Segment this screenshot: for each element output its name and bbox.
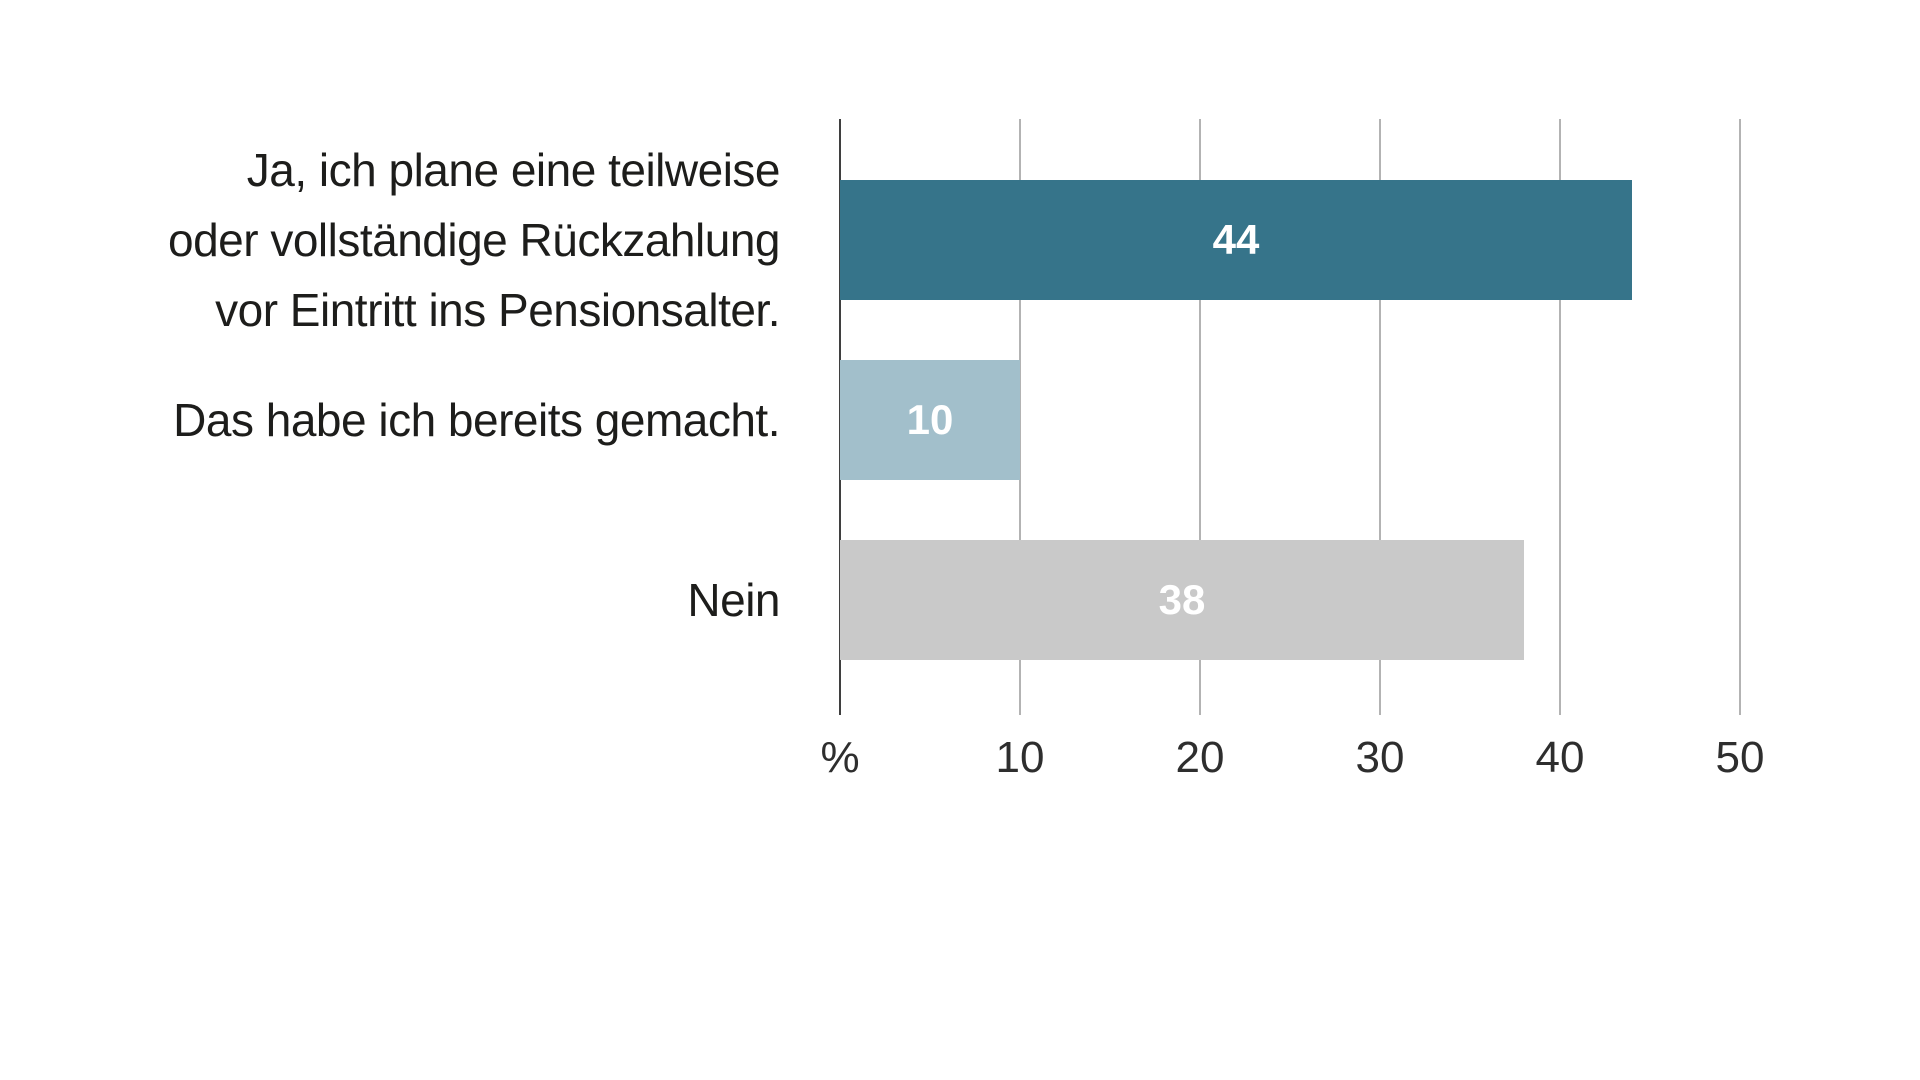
x-tick-label-10: 10 — [995, 733, 1045, 782]
bar-value-label: 10 — [906, 396, 954, 443]
x-tick-label-30: 30 — [1355, 733, 1405, 782]
gridline-x-50 — [1739, 119, 1741, 715]
x-tick-label-50: 50 — [1715, 733, 1765, 782]
category-label-row-2: Das habe ich bereits gemacht. — [173, 394, 780, 446]
x-tick-label-%: % — [820, 733, 860, 782]
bar-row-3: 38 — [840, 540, 1524, 660]
bar-row-1: 44 — [840, 180, 1632, 300]
category-labels: Ja, ich plane eine teilweise oder vollst… — [0, 0, 781, 1080]
x-tick-label-20: 20 — [1175, 733, 1225, 782]
category-label-row-3: Nein — [687, 574, 780, 626]
gridline-x-20 — [1199, 119, 1201, 715]
gridline-x-40 — [1559, 119, 1561, 715]
bar-row-2: 10 — [840, 360, 1020, 480]
category-label-row-1: Ja, ich plane eine teilweise oder vollst… — [167, 144, 781, 336]
gridline-x-30 — [1379, 119, 1381, 715]
gridline-x-10 — [1019, 119, 1021, 715]
bar-value-label: 38 — [1158, 576, 1206, 623]
plot-area: % 10 20 30 40 50 44 10 38 — [820, 119, 1764, 782]
x-tick-label-40: 40 — [1535, 733, 1585, 782]
bar-value-label: 44 — [1212, 216, 1260, 263]
